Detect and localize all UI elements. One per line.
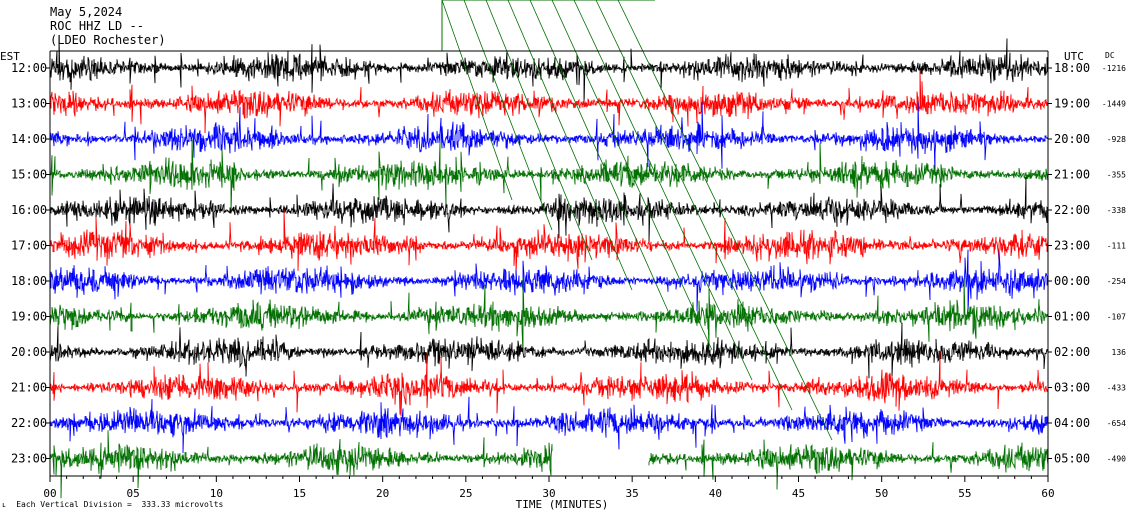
utc-tick-label: 23:00 [1054, 239, 1090, 253]
dc-offset-label: -355 [1107, 171, 1126, 180]
event-lines [441, 0, 833, 441]
est-tick-label: 16:00 [11, 203, 47, 217]
utc-tick-label: 01:00 [1054, 310, 1090, 324]
x-tick-label: 15 [293, 487, 306, 500]
utc-tick-label: 04:00 [1054, 416, 1090, 430]
x-tick-label: 30 [542, 487, 555, 500]
dc-offset-label: -254 [1107, 277, 1126, 286]
x-tick-label: 25 [459, 487, 472, 500]
utc-tick-label: 05:00 [1054, 452, 1090, 466]
scale-note: ʟ Each Vertical Division = 333.33 microvo… [2, 500, 223, 509]
seismic-trace-1400 [49, 101, 1049, 175]
x-tick-label: 35 [626, 487, 639, 500]
scale-mark-icon: ʟ [2, 501, 7, 509]
est-tick-label: 15:00 [11, 168, 47, 182]
est-tick-label: 20:00 [11, 345, 47, 359]
x-tick-label: 10 [210, 487, 223, 500]
dc-offset-label: -928 [1107, 135, 1126, 144]
event-line [551, 0, 713, 351]
seismic-trace-2000 [49, 322, 1049, 379]
est-tick-label: 21:00 [11, 381, 47, 395]
seismic-trace-1900 [49, 276, 1049, 354]
est-tick-label: 13:00 [11, 97, 47, 111]
seismic-trace-1600 [49, 176, 1049, 243]
x-tick-label: 50 [875, 487, 888, 500]
dc-offset-label: -111 [1107, 242, 1126, 251]
x-tick-label: 05 [127, 487, 140, 500]
dc-offset-label: -433 [1107, 384, 1126, 393]
utc-tick-label: 18:00 [1054, 61, 1090, 75]
est-tick-label: 17:00 [11, 239, 47, 253]
utc-tick-label: 02:00 [1054, 345, 1090, 359]
dc-offset-label: -107 [1107, 313, 1126, 322]
seismic-trace-1500 [49, 139, 1049, 214]
utc-tick-label: 00:00 [1054, 274, 1090, 288]
dc-offset-label: 136 [1112, 348, 1127, 357]
dc-offset-label: -654 [1107, 419, 1126, 428]
x-tick-label: 00 [43, 487, 56, 500]
dc-offset-label: -1449 [1102, 100, 1126, 109]
est-tick-label: 23:00 [11, 452, 47, 466]
event-line [485, 0, 593, 261]
utc-tick-label: 19:00 [1054, 97, 1090, 111]
utc-axis-title: UTC [1064, 50, 1084, 63]
x-tick-label: 45 [792, 487, 805, 500]
est-tick-label: 12:00 [11, 61, 47, 75]
utc-tick-label: 03:00 [1054, 381, 1090, 395]
est-tick-label: 18:00 [11, 274, 47, 288]
seismic-trace-2100 [49, 350, 1049, 417]
est-tick-label: 22:00 [11, 416, 47, 430]
event-line [573, 0, 753, 381]
utc-tick-label: 22:00 [1054, 203, 1090, 217]
dc-offset-label: -490 [1107, 455, 1126, 464]
station-code: ROC HHZ LD -- [50, 19, 144, 33]
seismic-trace-1800 [49, 249, 1049, 314]
event-line [507, 0, 633, 291]
event-line [529, 0, 673, 321]
event-line [595, 0, 793, 411]
dc-offset-label: -1216 [1102, 64, 1126, 73]
scale-note-text: Each Vertical Division = 333.33 microvol… [16, 500, 224, 509]
seismic-trace-2200 [49, 396, 1049, 454]
event-line [463, 0, 553, 231]
est-tick-label: 19:00 [11, 310, 47, 324]
x-tick-label: 40 [709, 487, 722, 500]
utc-tick-label: 21:00 [1054, 168, 1090, 182]
trace-group [49, 37, 1049, 499]
utc-tick-label: 20:00 [1054, 132, 1090, 146]
est-axis-title: EST [0, 50, 20, 63]
dc-axis-title: DC [1105, 51, 1115, 60]
est-tick-label: 14:00 [11, 132, 47, 146]
seismic-trace-1700 [49, 209, 1049, 275]
x-tick-label: 20 [376, 487, 389, 500]
event-line [441, 0, 513, 201]
seismic-trace-1300 [49, 70, 1049, 134]
event-line [617, 0, 833, 441]
x-axis-title: TIME (MINUTES) [516, 498, 609, 511]
x-tick-label: 60 [1041, 487, 1054, 500]
seismic-trace-2300 [49, 430, 1049, 499]
station-date: May 5,2024 [50, 5, 123, 19]
x-tick-label: 55 [958, 487, 971, 500]
dc-offset-label: -338 [1107, 206, 1126, 215]
seismic-trace-1200 [49, 37, 1049, 107]
